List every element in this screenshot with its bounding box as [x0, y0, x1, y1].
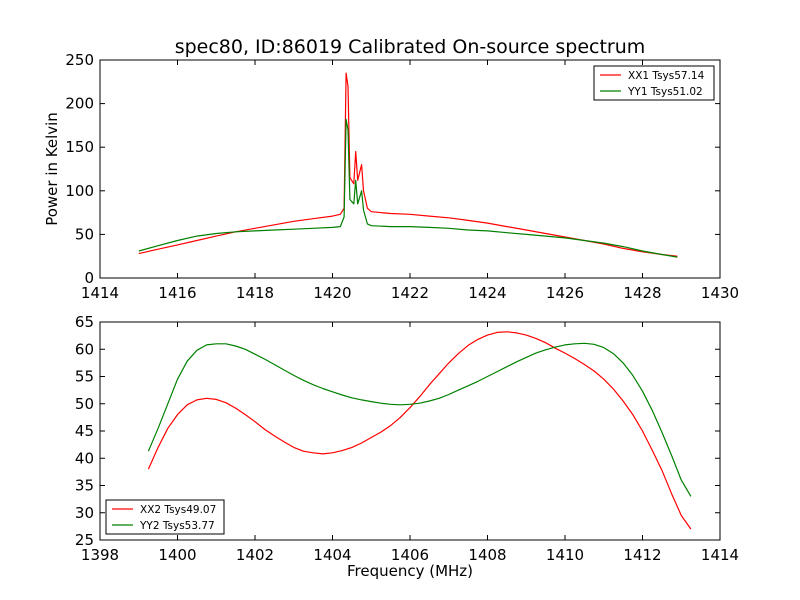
- x-tick-label: 1426: [546, 284, 584, 302]
- bottom-plot-xlabel: Frequency (MHz): [347, 562, 473, 580]
- y-tick-label: 55: [75, 368, 94, 386]
- y-tick-label: 35: [75, 477, 94, 495]
- x-tick-label: 1428: [623, 284, 661, 302]
- legend-label-yy1: YY1 Tsys51.02: [627, 86, 703, 98]
- x-tick-label: 1414: [81, 284, 119, 302]
- series-line-xx2: [147, 331, 692, 530]
- legend-label-yy2: YY2 Tsys53.77: [139, 520, 215, 532]
- x-tick-label: 1424: [468, 284, 506, 302]
- y-tick-label: 0: [84, 269, 94, 287]
- y-tick-label: 250: [65, 51, 94, 69]
- x-tick-label: 1422: [391, 284, 429, 302]
- y-tick-label: 65: [75, 313, 94, 331]
- y-tick-label: 200: [65, 95, 94, 113]
- y-tick-label: 50: [75, 225, 94, 243]
- top-plot-legend: XX1 Tsys57.14 YY1 Tsys51.02: [593, 65, 715, 101]
- x-tick-label: 1404: [313, 546, 351, 564]
- series-line-xx1: [138, 72, 678, 257]
- y-tick-label: 30: [75, 504, 94, 522]
- y-tick-label: 40: [75, 449, 94, 467]
- legend-box: [105, 499, 225, 535]
- top-plot-ticks: 1414 1416 1418 1420 1422 1424 1426 1428 1430 0 50 1…: [65, 51, 739, 302]
- x-tick-label: 1408: [468, 546, 506, 564]
- bottom-plot-lines: [147, 331, 692, 530]
- x-tick-label: 1414: [701, 546, 739, 564]
- x-tick-label: 1420: [313, 284, 351, 302]
- legend-label-xx1: XX1 Tsys57.14: [628, 70, 705, 82]
- x-tick-label: 1406: [391, 546, 429, 564]
- x-tick-label: 1430: [701, 284, 739, 302]
- bottom-plot-ticks: 1398 1400 1402 1404 1406 1408 1410 1412 1414 25 30…: [75, 313, 739, 564]
- top-plot-lines: [138, 72, 678, 258]
- legend-label-xx2: XX2 Tsys49.07: [140, 504, 216, 516]
- top-plot: 1414 1416 1418 1420 1422 1424 1426 1428 1430 0 50 1…: [43, 51, 739, 302]
- x-tick-label: 1416: [158, 284, 196, 302]
- x-tick-label: 1412: [623, 546, 661, 564]
- y-tick-label: 100: [65, 182, 94, 200]
- y-tick-label: 60: [75, 340, 94, 358]
- y-tick-label: 25: [75, 531, 94, 549]
- y-tick-label: 50: [75, 395, 94, 413]
- series-line-yy1: [138, 118, 678, 258]
- bottom-plot-legend: XX2 Tsys49.07 YY2 Tsys53.77: [105, 499, 225, 535]
- chart-title: spec80, ID:86019 Calibrated On-source sp…: [175, 36, 646, 58]
- x-tick-label: 1398: [81, 546, 119, 564]
- x-tick-label: 1410: [546, 546, 584, 564]
- x-tick-label: 1400: [158, 546, 196, 564]
- series-line-yy2: [147, 342, 692, 497]
- top-plot-ylabel: Power in Kelvin: [43, 112, 61, 226]
- bottom-plot: 1398 1400 1402 1404 1406 1408 1410 1412 1414 25 30…: [75, 313, 739, 580]
- legend-box: [593, 65, 715, 101]
- y-tick-label: 45: [75, 422, 94, 440]
- y-tick-label: 150: [65, 138, 94, 156]
- x-tick-label: 1418: [236, 284, 274, 302]
- x-tick-label: 1402: [236, 546, 274, 564]
